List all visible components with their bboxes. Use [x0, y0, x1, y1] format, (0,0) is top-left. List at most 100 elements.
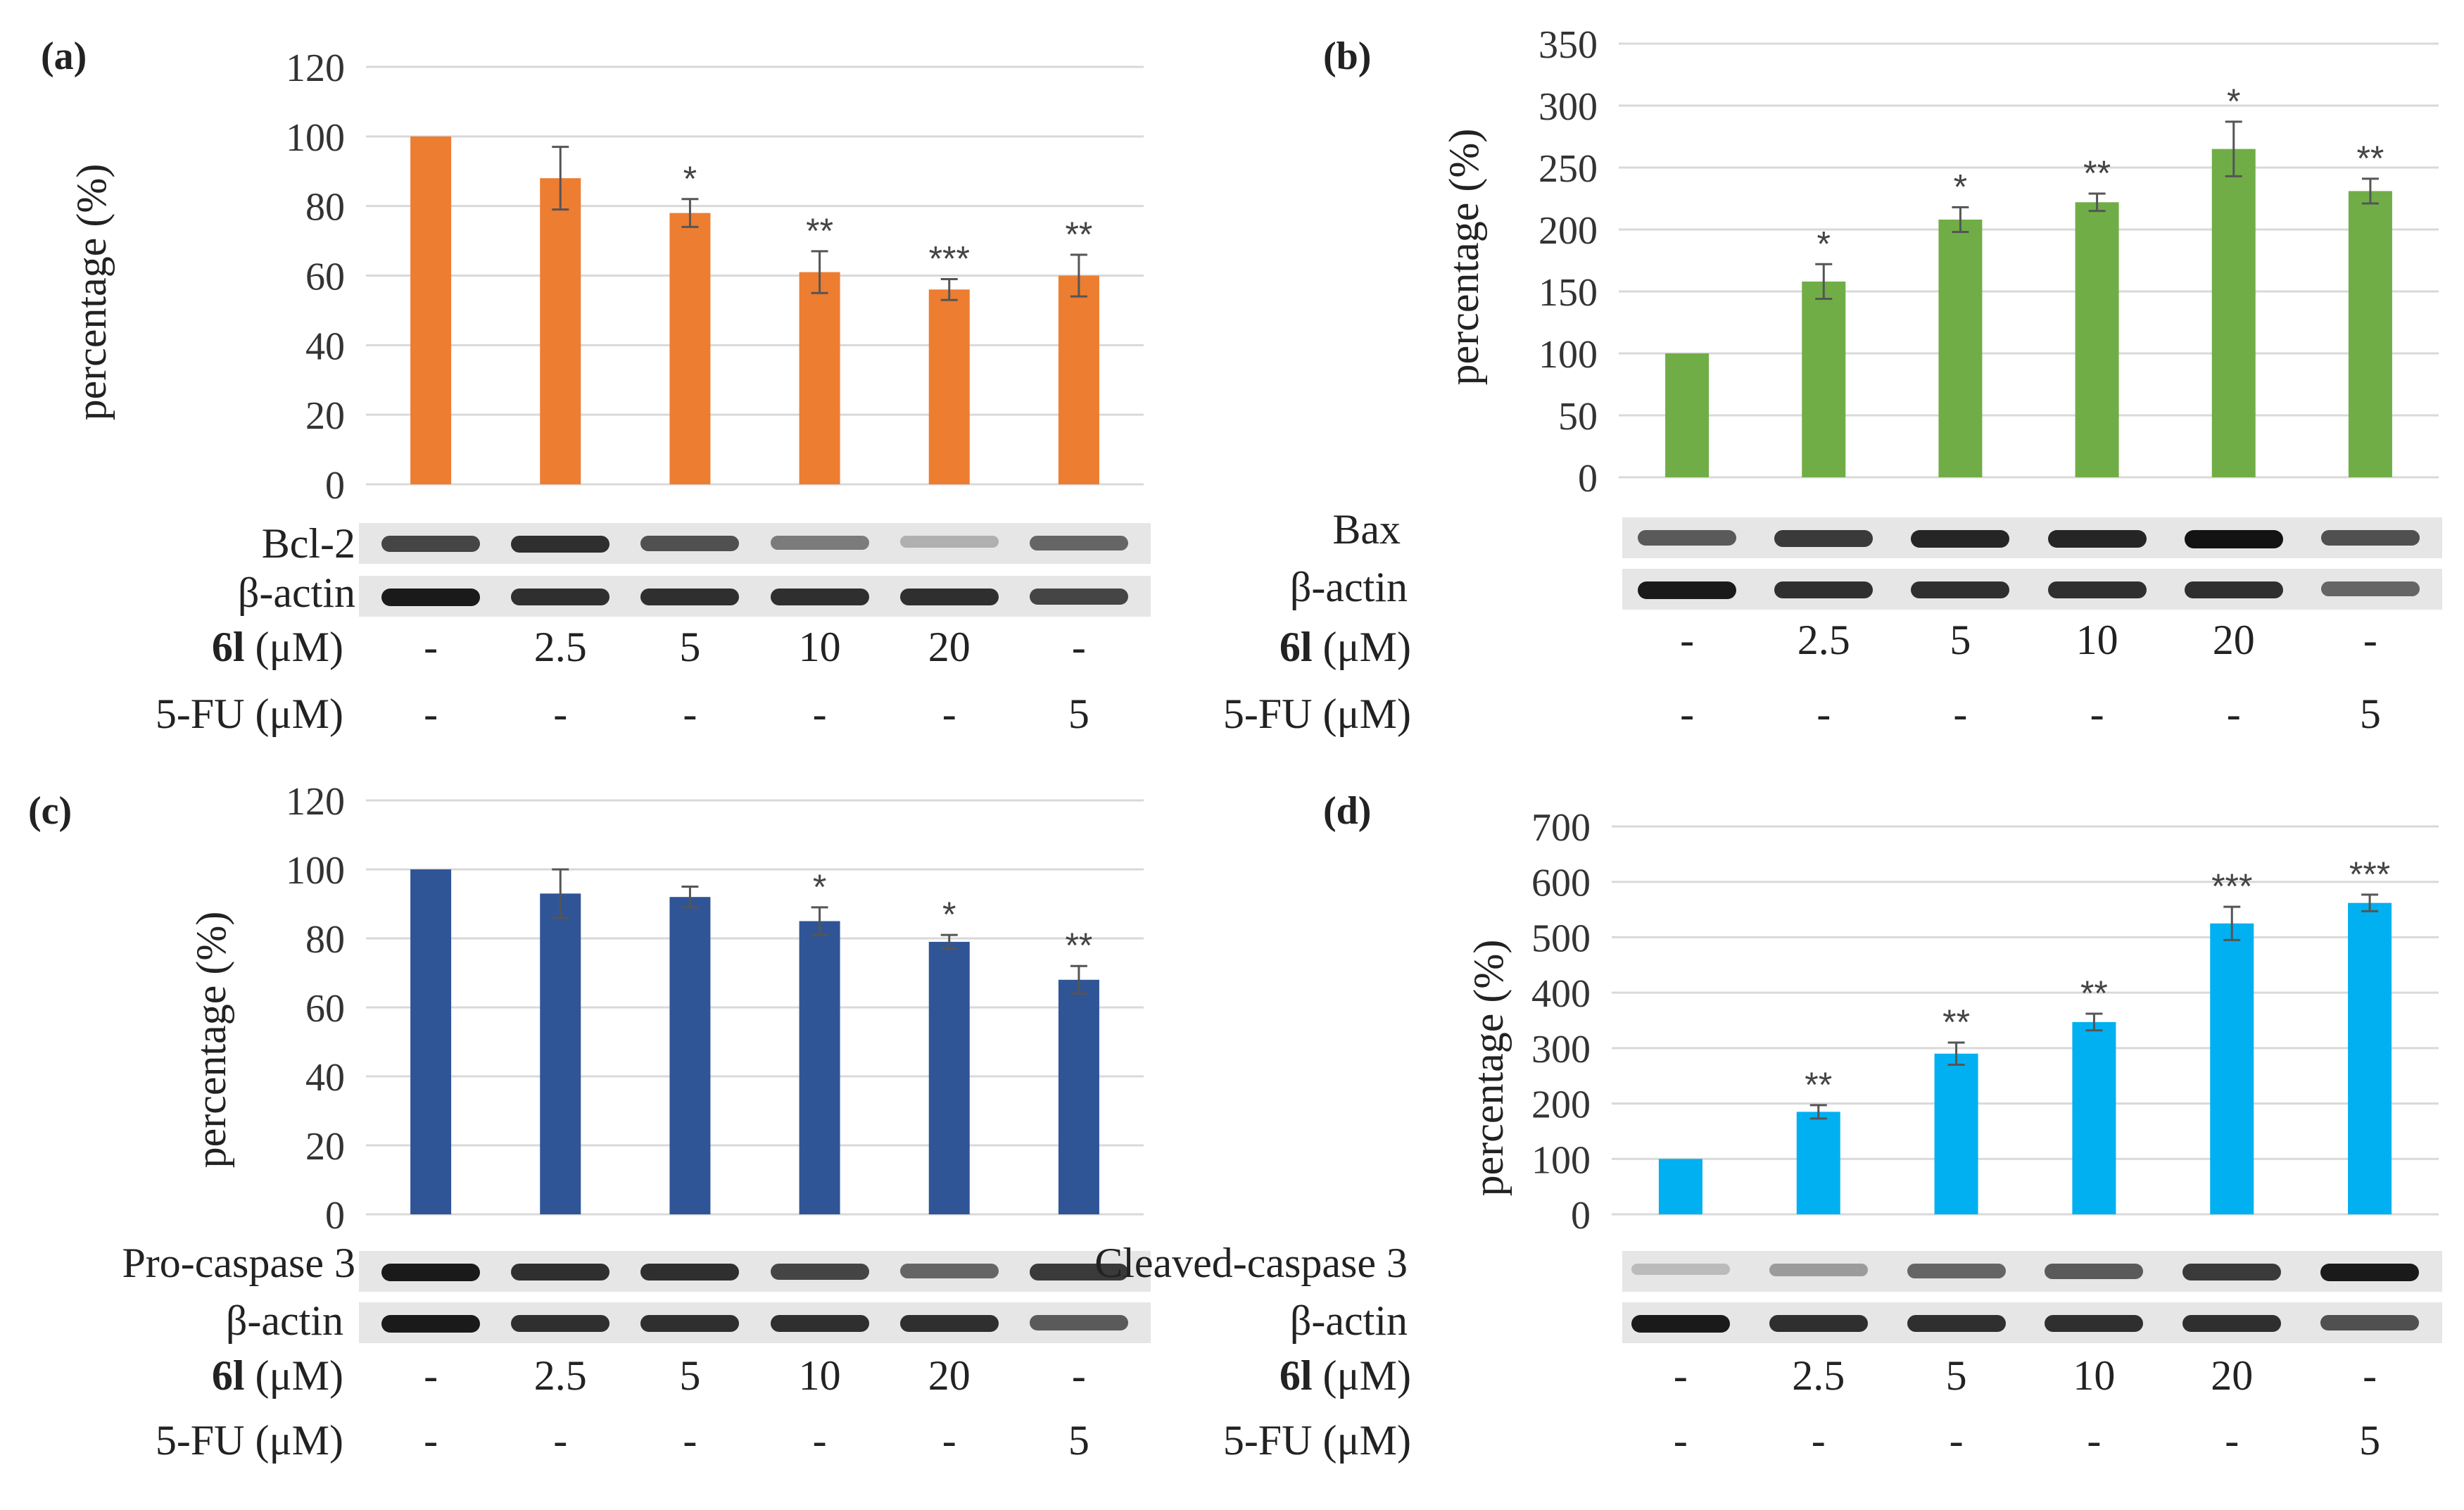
blot-band: [1774, 530, 1874, 547]
y-tick-label: 150: [1539, 271, 1598, 315]
y-tick-label: 40: [305, 325, 345, 368]
blot-target-c: [359, 1251, 1151, 1292]
blot-band: [2047, 530, 2147, 548]
row-5fu-label-b: 5-FU (μM): [1222, 691, 1411, 737]
panel-label-b: (b): [1323, 34, 1372, 78]
actin-band: [1769, 1315, 1868, 1333]
blot-band: [1638, 530, 1737, 546]
conc-5fu-cell: -: [2090, 691, 2104, 737]
blot-band: [640, 536, 740, 552]
blot-band: [1631, 1264, 1730, 1276]
conc-5fu-cell: -: [1680, 691, 1695, 737]
bar: [669, 213, 711, 484]
row-5fu-label-d: 5-FU (μM): [1222, 1417, 1411, 1464]
conc-6l-cell: -: [1680, 617, 1695, 663]
significance-label: ***: [2211, 867, 2252, 906]
conc-6l-cell: -: [1673, 1352, 1688, 1399]
significance-label: **: [2083, 153, 2111, 193]
significance-label: *: [942, 895, 956, 934]
bar: [1802, 281, 1846, 477]
conc-5fu-cell: -: [1673, 1417, 1688, 1464]
blot-band: [1769, 1264, 1868, 1277]
blot-band: [2320, 1264, 2420, 1282]
blot-band: [899, 1264, 999, 1279]
significance-label: **: [2356, 139, 2384, 178]
conc-6l-cell: -: [1071, 1352, 1086, 1399]
conc-6l-cell: 10: [2076, 617, 2118, 663]
conc-5fu-cell: 5: [2359, 1417, 2381, 1464]
y-tick-label: 80: [305, 918, 345, 962]
y-tick-label: 120: [286, 780, 345, 824]
bar: [540, 178, 581, 484]
y-tick-label: 200: [1539, 209, 1598, 253]
conc-5fu-cell: -: [424, 691, 438, 737]
y-tick-label: 50: [1558, 395, 1598, 439]
bar: [2348, 191, 2392, 477]
y-tick-label: 60: [305, 256, 345, 299]
blot-band: [511, 1264, 610, 1281]
bar: [2210, 923, 2254, 1214]
actin-band: [2184, 581, 2283, 599]
significance-label: **: [806, 211, 833, 251]
y-tick-label: 100: [1539, 333, 1598, 377]
blot-actin-a: [359, 576, 1151, 617]
bar: [928, 941, 970, 1214]
y-tick-label: 60: [305, 987, 345, 1031]
bar: [1658, 1159, 1702, 1214]
actin-band: [640, 589, 740, 606]
y-tick-label: 0: [1578, 457, 1598, 501]
actin-band: [640, 1315, 740, 1333]
blot-band: [770, 536, 869, 550]
blot-band: [1907, 1264, 2006, 1279]
y-tick-label: 300: [1531, 1028, 1591, 1071]
conc-6l-cell: 2.5: [533, 1352, 587, 1399]
actin-band: [899, 1315, 999, 1333]
y-tick-label: 600: [1531, 862, 1591, 905]
conc-5fu-cell: -: [683, 1417, 697, 1464]
blot-band: [1029, 536, 1128, 551]
significance-label: *: [1954, 167, 1967, 206]
blot-label-d: Cleaved-caspase 3: [1094, 1240, 1408, 1286]
y-tick-label: 20: [305, 1125, 345, 1169]
bar: [799, 921, 840, 1214]
bar: [2348, 902, 2392, 1214]
conc-5fu-cell: 5: [1068, 691, 1089, 737]
conc-5fu-cell: -: [1953, 691, 1968, 737]
blot-actin-label-d: β-actin: [1289, 1297, 1408, 1344]
actin-band: [1774, 581, 1874, 599]
conc-6l-cell: 2.5: [1792, 1352, 1845, 1399]
significance-label: ***: [2349, 855, 2390, 894]
y-tick-label: 350: [1539, 23, 1598, 67]
conc-6l-cell: 5: [679, 1352, 701, 1399]
significance-label: **: [2080, 974, 2108, 1013]
conc-6l-cell: -: [2363, 1352, 2377, 1399]
significance-label: ***: [929, 239, 970, 278]
conc-5fu-cell: -: [2226, 691, 2241, 737]
actin-band: [2320, 1315, 2420, 1331]
significance-label: **: [1805, 1065, 1832, 1105]
actin-band: [1029, 1315, 1128, 1330]
conc-6l-cell: 10: [798, 624, 841, 670]
y-tick-label: 100: [286, 849, 345, 893]
bar: [669, 897, 711, 1214]
y-tick-label: 200: [1531, 1083, 1591, 1127]
blot-band: [1911, 530, 2010, 548]
conc-6l-cell: 10: [2073, 1352, 2116, 1399]
conc-5fu-cell: -: [2087, 1417, 2102, 1464]
conc-5fu-cell: -: [424, 1417, 438, 1464]
actin-band: [2047, 581, 2147, 599]
conc-6l-cell: -: [1071, 624, 1086, 670]
actin-band: [2182, 1315, 2282, 1333]
conc-5fu-cell: -: [812, 691, 827, 737]
significance-label: *: [1817, 224, 1831, 263]
panel-label-c: (c): [28, 789, 72, 833]
actin-band: [2320, 581, 2420, 597]
conc-5fu-cell: -: [553, 691, 568, 737]
blot-target-a: [359, 523, 1151, 564]
actin-band: [511, 589, 610, 606]
panel-c: (c) percentage (%) 0 20 40 60 80 100 120 * * ** P…: [0, 755, 1232, 1509]
blot-target-d: [1622, 1251, 2442, 1292]
conc-5fu-cell: -: [812, 1417, 827, 1464]
